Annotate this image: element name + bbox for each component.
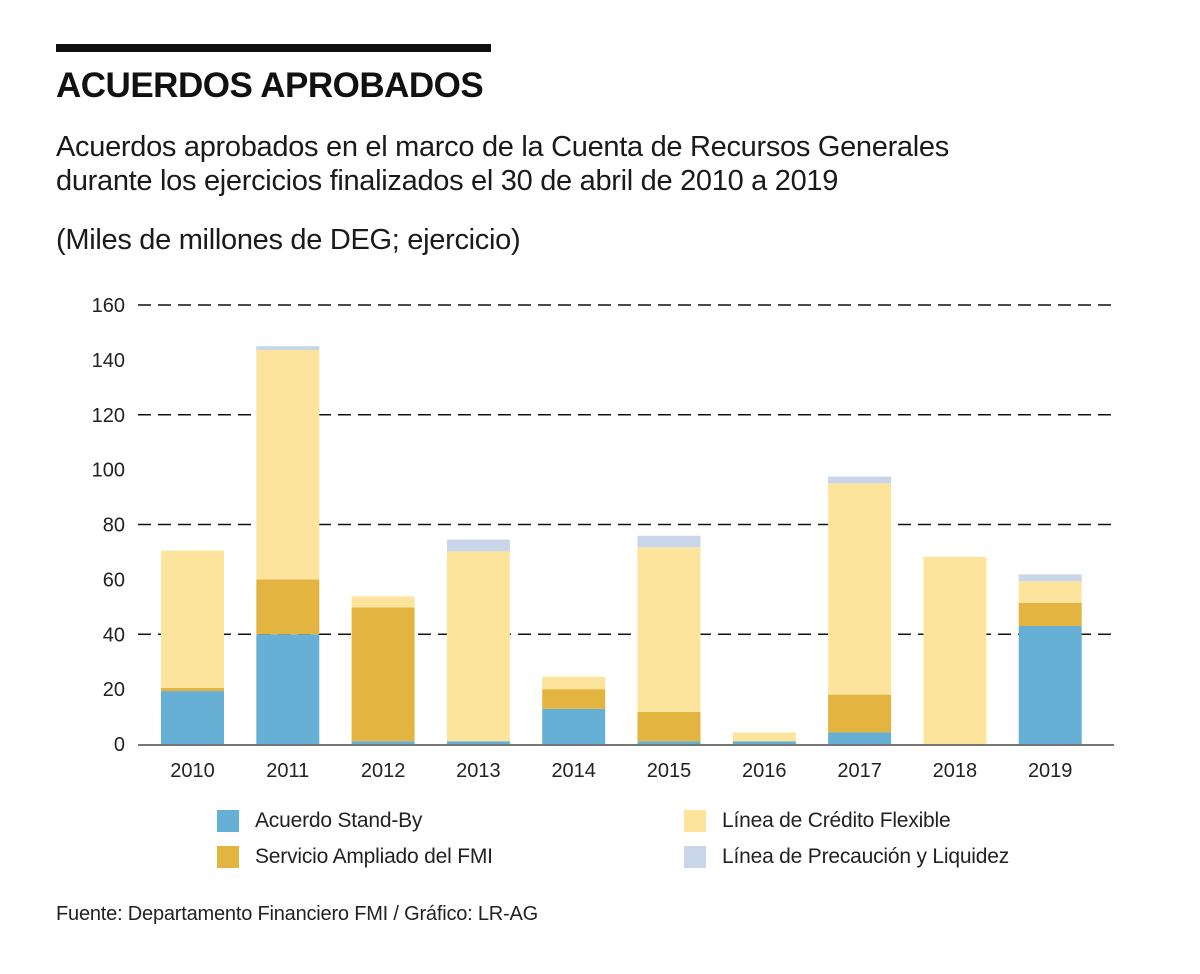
- chart-subtitle: Acuerdos aprobados en el marco de la Cue…: [56, 130, 1156, 198]
- top-rule: [56, 44, 491, 52]
- bar-segment-2016-s0: [732, 741, 796, 744]
- x-tick-label: 2018: [933, 760, 978, 782]
- bar-segment-2011-s3: [256, 346, 320, 350]
- bar-segment-2010-s2: [161, 550, 224, 688]
- bar-segment-2017-s2: [828, 483, 892, 695]
- legend-label: Acuerdo Stand-By: [255, 809, 423, 832]
- x-tick-label: 2015: [647, 760, 692, 782]
- bar-segment-2014-s0: [542, 708, 606, 744]
- bar-stack-2010: [161, 550, 224, 744]
- bar-segment-2014-s2: [542, 676, 606, 690]
- legend-item-servicio-ampliado: Servicio Ampliado del FMI: [217, 844, 493, 870]
- bar-stack-2013: [446, 539, 510, 744]
- bar-segment-2011-s1: [256, 579, 320, 635]
- legend-item-stand-by: Acuerdo Stand-By: [217, 808, 422, 834]
- bar-segment-2012-s1: [351, 607, 415, 742]
- bar-segment-2013-s2: [446, 551, 510, 742]
- bar-segment-2013-s0: [446, 741, 510, 744]
- subtitle-line-2: durante los ejercicios finalizados el 30…: [56, 165, 839, 197]
- source-note: Fuente: Departamento Financiero FMI / Gr…: [56, 903, 539, 925]
- bar-segment-2011-s0: [256, 634, 320, 744]
- y-tick-label: 100: [92, 460, 125, 482]
- x-tick-label: 2012: [361, 760, 406, 782]
- bar-segment-2017-s0: [828, 732, 892, 744]
- y-tick-label: 160: [92, 295, 125, 317]
- bar-segment-2012-s0: [351, 741, 415, 744]
- bar-segment-2016-s2: [732, 732, 796, 742]
- bar-stack-2014: [542, 676, 606, 744]
- y-tick-label: 80: [103, 515, 125, 537]
- bar-segment-2013-s3: [446, 539, 510, 552]
- bar-stack-2011: [256, 346, 320, 744]
- x-tick-label: 2011: [266, 760, 309, 782]
- y-axis-ticks: 0 20 40 60 80 100 120 140 160: [92, 295, 125, 756]
- legend-swatch: [684, 810, 706, 832]
- bar-segment-2019-s2: [1018, 581, 1082, 603]
- bar-segment-2010-s1: [161, 687, 224, 692]
- legend-swatch: [217, 846, 239, 868]
- x-tick-label: 2010: [170, 760, 215, 782]
- y-tick-label: 60: [103, 569, 125, 591]
- bar-segment-2011-s2: [256, 349, 320, 580]
- bar-stack-2017: [828, 476, 892, 744]
- bar-segment-2015-s2: [637, 547, 701, 712]
- bar-segment-2017-s3: [828, 476, 892, 484]
- chart-title: ACUERDOS APROBADOS: [56, 66, 484, 105]
- legend-label: Línea de Crédito Flexible: [722, 809, 951, 832]
- legend-swatch: [217, 810, 239, 832]
- y-tick-label: 120: [92, 405, 125, 427]
- x-axis-ticks: 2010 2011 2012 2013 2014 2015 2016 2017 2018 2019: [170, 760, 1072, 782]
- x-tick-label: 2019: [1028, 760, 1073, 782]
- bar-segment-2017-s1: [828, 694, 892, 733]
- bar-segment-2019-s1: [1018, 602, 1082, 627]
- x-tick-label: 2016: [742, 760, 787, 782]
- legend-item-credito-flexible: Línea de Crédito Flexible: [684, 808, 951, 834]
- bar-segment-2014-s1: [542, 689, 606, 709]
- y-tick-label: 140: [92, 350, 125, 372]
- y-tick-label: 0: [114, 734, 125, 756]
- bars: [161, 346, 1082, 744]
- x-tick-label: 2017: [837, 760, 882, 782]
- legend-item-precaucion-liquidez: Línea de Precaución y Liquidez: [684, 844, 1009, 870]
- subtitle-line-1: Acuerdos aprobados en el marco de la Cue…: [56, 131, 949, 163]
- bar-segment-2019-s3: [1018, 574, 1082, 582]
- bar-stack-2016: [732, 732, 796, 744]
- y-tick-label: 20: [103, 679, 125, 701]
- x-tick-label: 2014: [551, 760, 596, 782]
- bar-stack-2012: [351, 596, 415, 744]
- bar-segment-2012-s2: [351, 596, 415, 608]
- bar-segment-2019-s0: [1018, 626, 1082, 744]
- bar-segment-2015-s1: [637, 711, 701, 742]
- legend: Acuerdo Stand-By Servicio Ampliado del F…: [217, 808, 1117, 872]
- legend-label: Servicio Ampliado del FMI: [255, 845, 493, 868]
- units-label: (Miles de millones de DEG; ejercicio): [56, 224, 521, 256]
- bar-segment-2015-s3: [637, 535, 701, 548]
- bar-segment-2018-s2: [923, 556, 987, 744]
- x-tick-label: 2013: [456, 760, 501, 782]
- legend-label: Línea de Precaución y Liquidez: [722, 845, 1010, 868]
- bar-stack-2018: [923, 556, 987, 744]
- y-tick-label: 40: [103, 624, 125, 646]
- bar-stack-2019: [1018, 574, 1082, 744]
- bar-stack-2015: [637, 535, 701, 744]
- bar-segment-2010-s0: [161, 691, 224, 744]
- bar-segment-2015-s0: [637, 741, 701, 744]
- legend-swatch: [684, 846, 706, 868]
